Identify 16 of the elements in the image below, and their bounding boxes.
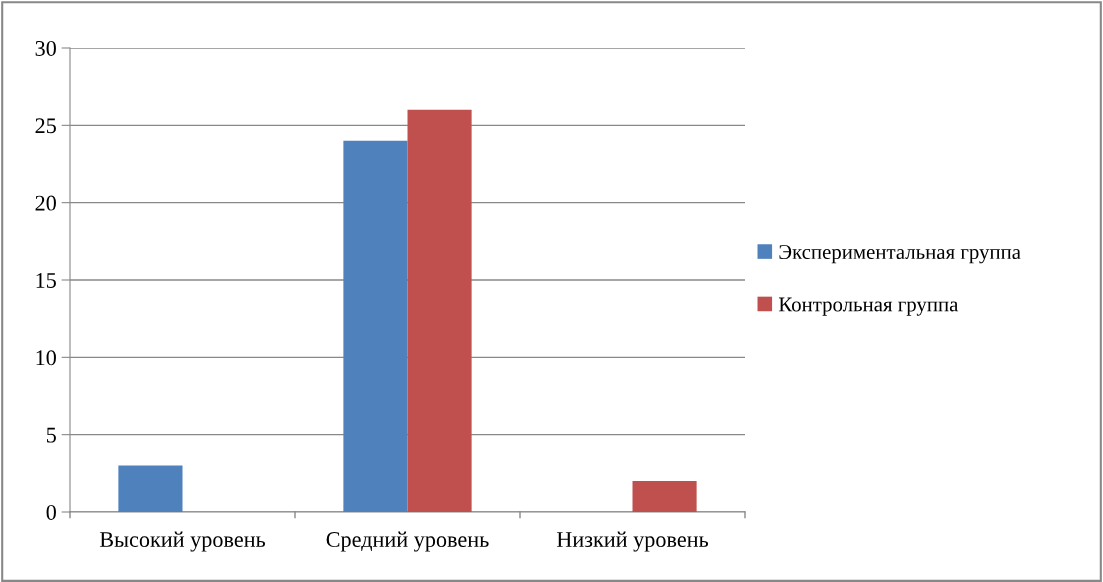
bar (343, 140, 408, 512)
bar (118, 465, 183, 512)
y-tick-label: 25 (35, 118, 56, 134)
y-tick-label: 30 (35, 40, 56, 56)
bar (632, 481, 697, 512)
legend-label: Контрольная группа (778, 297, 959, 316)
bar (407, 109, 472, 512)
y-tick-label: 5 (46, 427, 56, 443)
x-tick-label: Средний уровень (326, 531, 489, 552)
y-tick-label: 10 (36, 350, 56, 366)
x-tick-label: Низкий уровень (556, 531, 709, 552)
y-tick-label: 0 (46, 504, 56, 520)
x-tick-label: Высокий уровень (99, 531, 266, 552)
y-tick-label: 15 (36, 273, 56, 288)
y-tick-label: 20 (35, 195, 56, 211)
legend-label: Экспериментальная группа (779, 245, 1021, 264)
